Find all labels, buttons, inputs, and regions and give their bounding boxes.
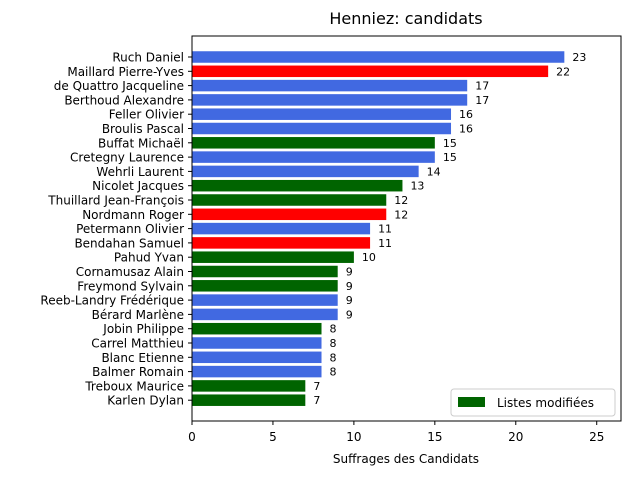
bar-value-label: 15 [443, 151, 457, 164]
x-tick-label: 0 [188, 430, 196, 444]
bar [192, 194, 387, 206]
bar-value-label: 16 [459, 108, 473, 121]
bar [192, 208, 387, 221]
y-tick-label: Cretegny Laurence [70, 151, 184, 165]
bar [192, 108, 452, 120]
bar-value-label: 9 [346, 294, 353, 307]
y-tick-label: Petermann Olivier [76, 222, 184, 236]
bar-value-label: 11 [378, 223, 392, 236]
legend-frame [450, 388, 616, 417]
y-tick-label: Freymond Sylvain [77, 279, 184, 293]
y-tick-label: Bérard Marlène [92, 308, 184, 322]
bar-value-label: 17 [475, 94, 489, 107]
bar-value-label: 11 [378, 237, 392, 250]
bar-value-label: 8 [330, 366, 337, 379]
y-tick-label: de Quattro Jacqueline [54, 79, 184, 93]
y-tick-label: Berthoud Alexandre [64, 93, 184, 107]
bar [192, 351, 322, 364]
bar [192, 222, 371, 235]
y-tick-label: Bendahan Samuel [74, 236, 184, 250]
bar [192, 365, 322, 378]
y-tick-label: Balmer Romain [92, 365, 184, 379]
y-tick-label: Pahud Yvan [114, 251, 184, 265]
bar-value-label: 13 [410, 180, 424, 193]
legend-swatch [458, 397, 485, 407]
bar [192, 122, 452, 135]
bar-value-label: 14 [427, 165, 441, 178]
bar [192, 265, 338, 278]
bar [192, 151, 435, 163]
bar-value-label: 10 [362, 251, 376, 264]
bar-value-label: 16 [459, 123, 473, 136]
bar-value-label: 17 [475, 80, 489, 93]
bar [192, 237, 371, 249]
bar [192, 179, 403, 192]
bar [192, 322, 322, 335]
bar [192, 294, 338, 306]
bar [192, 94, 468, 106]
x-tick-label: 10 [346, 430, 361, 444]
bar [192, 65, 549, 78]
y-tick-label: Reeb-Landry Frédérique [40, 294, 184, 308]
bar [192, 337, 322, 349]
bar [192, 251, 354, 263]
bar-value-label: 9 [346, 308, 353, 321]
y-tick-label: Cornamusaz Alain [76, 265, 184, 279]
bar [192, 79, 468, 92]
bar [192, 308, 338, 321]
chart-title: Henniez: candidats [329, 9, 482, 28]
legend: Listes modifiées [450, 388, 616, 417]
x-tick-label: 20 [508, 430, 523, 444]
bar [192, 165, 419, 178]
x-tick-label: 25 [589, 430, 604, 444]
y-tick-label: Treboux Maurice [84, 379, 184, 393]
x-tick-label: 5 [269, 430, 277, 444]
bar-value-label: 8 [330, 323, 337, 336]
y-tick-label: Thuillard Jean-François [47, 194, 184, 208]
y-tick-label: Nicolet Jacques [92, 179, 184, 193]
bar [192, 394, 306, 406]
y-tick-label: Jobin Philippe [102, 322, 184, 336]
y-tick-label: Broulis Pascal [102, 122, 184, 136]
x-axis-label: Suffrages des Candidats [333, 452, 479, 466]
bars-layer [192, 51, 565, 406]
bar [192, 380, 306, 392]
plot-frame [191, 35, 622, 422]
y-tick-label: Feller Olivier [109, 108, 184, 122]
y-tick-label: Buffat Michaël [98, 136, 184, 150]
bar [192, 51, 565, 63]
y-tick-label: Blanc Etienne [101, 351, 184, 365]
bar-value-label: 7 [313, 380, 320, 393]
legend-label: Listes modifiées [497, 396, 594, 410]
bar-value-label: 8 [330, 351, 337, 364]
bar-value-label: 8 [330, 337, 337, 350]
x-ticks-layer: 0 5 10 15 20 25 [188, 421, 604, 444]
bar [192, 280, 338, 292]
bar-value-label: 15 [443, 137, 457, 150]
bar-value-label: 12 [394, 194, 408, 207]
y-tick-label: Wehrli Laurent [96, 165, 184, 179]
bar-value-label: 9 [346, 266, 353, 279]
bar-value-label: 12 [394, 208, 408, 221]
y-tick-label: Karlen Dylan [107, 394, 184, 408]
bar [192, 137, 435, 149]
bar-value-label: 9 [346, 280, 353, 293]
y-tick-label: Ruch Daniel [112, 51, 184, 65]
x-tick-label: 15 [427, 430, 442, 444]
bar-value-label: 22 [556, 65, 570, 78]
y-tick-label: Carrel Matthieu [91, 337, 184, 351]
y-tick-label: Maillard Pierre-Yves [67, 65, 184, 79]
y-tick-label: Nordmann Roger [82, 208, 184, 222]
bar-value-label: 23 [572, 51, 586, 64]
bar-value-label: 7 [313, 394, 320, 407]
